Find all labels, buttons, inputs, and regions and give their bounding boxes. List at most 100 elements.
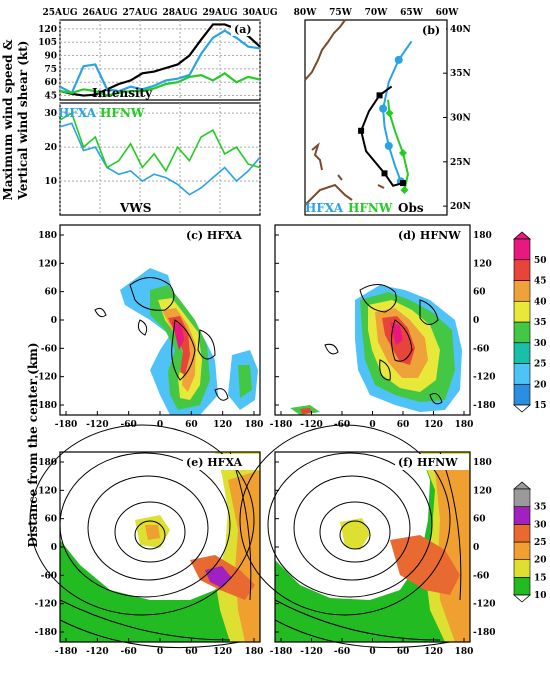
y-tick-label: 60 — [473, 515, 486, 525]
panel-a-grid — [59, 20, 261, 215]
track-line — [382, 40, 413, 182]
x-tick-label: -180 — [55, 420, 78, 430]
panel-c: -180 -120 -60 0 60 120 180180120600-60-120-180… — [34, 224, 263, 430]
x-tick-label: 80W — [294, 8, 318, 18]
colorbar-label: 50 — [534, 256, 547, 266]
colorbar-label: 35 — [534, 318, 547, 328]
x-tick-label: -120 — [300, 647, 323, 657]
colorbar-cap — [512, 594, 532, 603]
legend-track-hfxa: HFXA — [305, 201, 344, 215]
colorbar-reflectivity: 15 20 25 30 35 40 45 50 — [512, 231, 547, 413]
y-tick-label: -180 — [34, 628, 57, 638]
y-tick-label: 60 — [473, 288, 486, 298]
panel-a-lower-y-ticks: 10 20 30 — [44, 109, 57, 187]
x-tick-label: -60 — [121, 647, 137, 657]
x-tick-label: 180 — [245, 647, 264, 657]
legend-hfnw: HFNW — [100, 106, 145, 120]
colorbar-swatch — [513, 280, 531, 302]
panel-c-field — [120, 268, 258, 415]
track-point — [394, 55, 403, 64]
x-tick-label: -180 — [270, 420, 293, 430]
vws-series-line — [59, 112, 261, 173]
colorbar-swatch — [513, 506, 531, 525]
y-tick-label: -180 — [473, 401, 496, 411]
y-tick-label: -60 — [473, 344, 489, 354]
x-tick-label: 60 — [185, 647, 198, 657]
panel-a-label: (a) — [234, 23, 252, 36]
panel-c-contours — [94, 277, 229, 401]
y-tick-label: -180 — [34, 401, 57, 411]
y-tick-label: 0 — [473, 543, 479, 553]
panel-f: -180 -120 -60 0 60 120 180180120600-60-120-180… — [239, 424, 496, 657]
colorbar-label: 20 — [534, 380, 547, 390]
intensity-series-line — [59, 29, 261, 95]
x-tick-label: 70W — [365, 8, 389, 18]
colorbar-label: 40 — [534, 297, 547, 307]
colorbar-swatch — [513, 342, 531, 364]
panel-f-ticks: -180 -120 -60 0 60 120 180 180 120 60 0 -60 -120 -180 — [270, 458, 496, 657]
colorbar-swatch — [513, 524, 531, 543]
track-point — [400, 186, 409, 195]
colorbar-label: 30 — [534, 339, 547, 349]
track-point — [399, 180, 406, 187]
x-tick-label: 120 — [424, 647, 443, 657]
panel-d-field — [290, 285, 462, 415]
panel-b-label: (b) — [422, 24, 440, 37]
x-tick-label: -120 — [86, 420, 109, 430]
colorbar-swatch — [513, 321, 531, 344]
colorbar-swatch — [513, 559, 531, 578]
y-tick-label: 40N — [450, 25, 471, 35]
y-tick-label: 120 — [38, 486, 57, 496]
panel-c-label: (c) HFXA — [186, 229, 242, 242]
panel-c-ticks: -180 -120 -60 0 60 120 180 180 120 60 0 -60 -120 -180 — [34, 231, 263, 430]
intensity-label: Intensity — [92, 86, 153, 100]
y-tick-label: 0 — [51, 316, 57, 326]
ylabel-top-2: Vertical wind shear (kt) — [16, 41, 30, 201]
colorbar-label: 45 — [534, 277, 547, 287]
y-tick-label: 45 — [44, 92, 57, 102]
x-tick-label: -60 — [334, 647, 350, 657]
track-point — [379, 104, 388, 113]
track-point — [384, 141, 393, 150]
x-tick-label: 27AUG — [122, 8, 157, 18]
x-tick-label: 180 — [455, 647, 474, 657]
track-point — [398, 148, 407, 157]
x-tick-label: 0 — [157, 420, 163, 430]
y-tick-label: -60 — [41, 571, 57, 581]
x-tick-label: 65W — [400, 8, 424, 18]
x-tick-label: -180 — [55, 647, 78, 657]
y-tick-label: -120 — [34, 373, 57, 383]
colorbar-cap — [512, 231, 532, 240]
panel-a-x-ticks: 25AUG 26AUG 27AUG 28AUG 29AUG 30AUG — [42, 8, 277, 18]
y-tick-label: 120 — [473, 486, 492, 496]
x-tick-label: 0 — [369, 420, 375, 430]
x-tick-label: 60W — [436, 8, 460, 18]
ylabel-bottom: Distance from the center (km) — [26, 342, 40, 547]
x-tick-label: 26AUG — [82, 8, 117, 18]
panel-a-upper-series — [59, 23, 261, 97]
panel-a-upper-frame — [59, 19, 261, 101]
intensity-series-line — [59, 72, 261, 97]
panel-a-upper-y-ticks: 45 60 75 90 105 120 — [38, 25, 57, 102]
colorbar-swatch — [513, 577, 531, 596]
legend-hfxa: HFXA — [58, 106, 97, 120]
x-tick-label: 180 — [245, 420, 264, 430]
y-tick-label: 120 — [38, 259, 57, 269]
y-tick-label: 120 — [473, 259, 492, 269]
track-point — [385, 109, 394, 118]
colorbar-label: 10 — [534, 591, 547, 601]
panel-e-ticks: -180 -120 -60 0 60 120 180 180 120 60 0 -60 -120 -180 — [34, 458, 263, 657]
colorbar-swatch — [513, 541, 531, 560]
x-tick-label: 29AUG — [202, 8, 237, 18]
panel-a: 25AUG 26AUG 27AUG 28AUG 29AUG 30AUG 45 60 75 90 1… — [38, 8, 278, 216]
panel-a-lower-series — [59, 112, 261, 196]
colorbar-label: 35 — [534, 503, 547, 513]
y-tick-label: 120 — [38, 25, 57, 35]
ylabel-top-1: Maximum wind speed & — [1, 39, 15, 200]
legend-track-hfnw: HFNW — [348, 201, 393, 215]
y-tick-label: 180 — [38, 231, 57, 241]
x-tick-label: 60 — [397, 420, 410, 430]
y-tick-label: 60 — [44, 288, 57, 298]
x-tick-label: 28AUG — [162, 8, 197, 18]
